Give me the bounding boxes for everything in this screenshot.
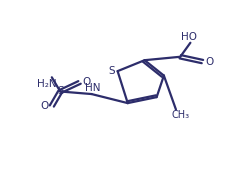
Text: H₂N: H₂N xyxy=(37,79,56,89)
Text: O: O xyxy=(205,57,213,67)
Text: O: O xyxy=(83,77,91,87)
Text: HO: HO xyxy=(181,32,197,42)
Text: S: S xyxy=(108,66,115,76)
Text: S: S xyxy=(57,86,64,96)
Text: O: O xyxy=(40,101,49,111)
Text: CH₃: CH₃ xyxy=(171,110,189,120)
Text: HN: HN xyxy=(85,83,100,93)
